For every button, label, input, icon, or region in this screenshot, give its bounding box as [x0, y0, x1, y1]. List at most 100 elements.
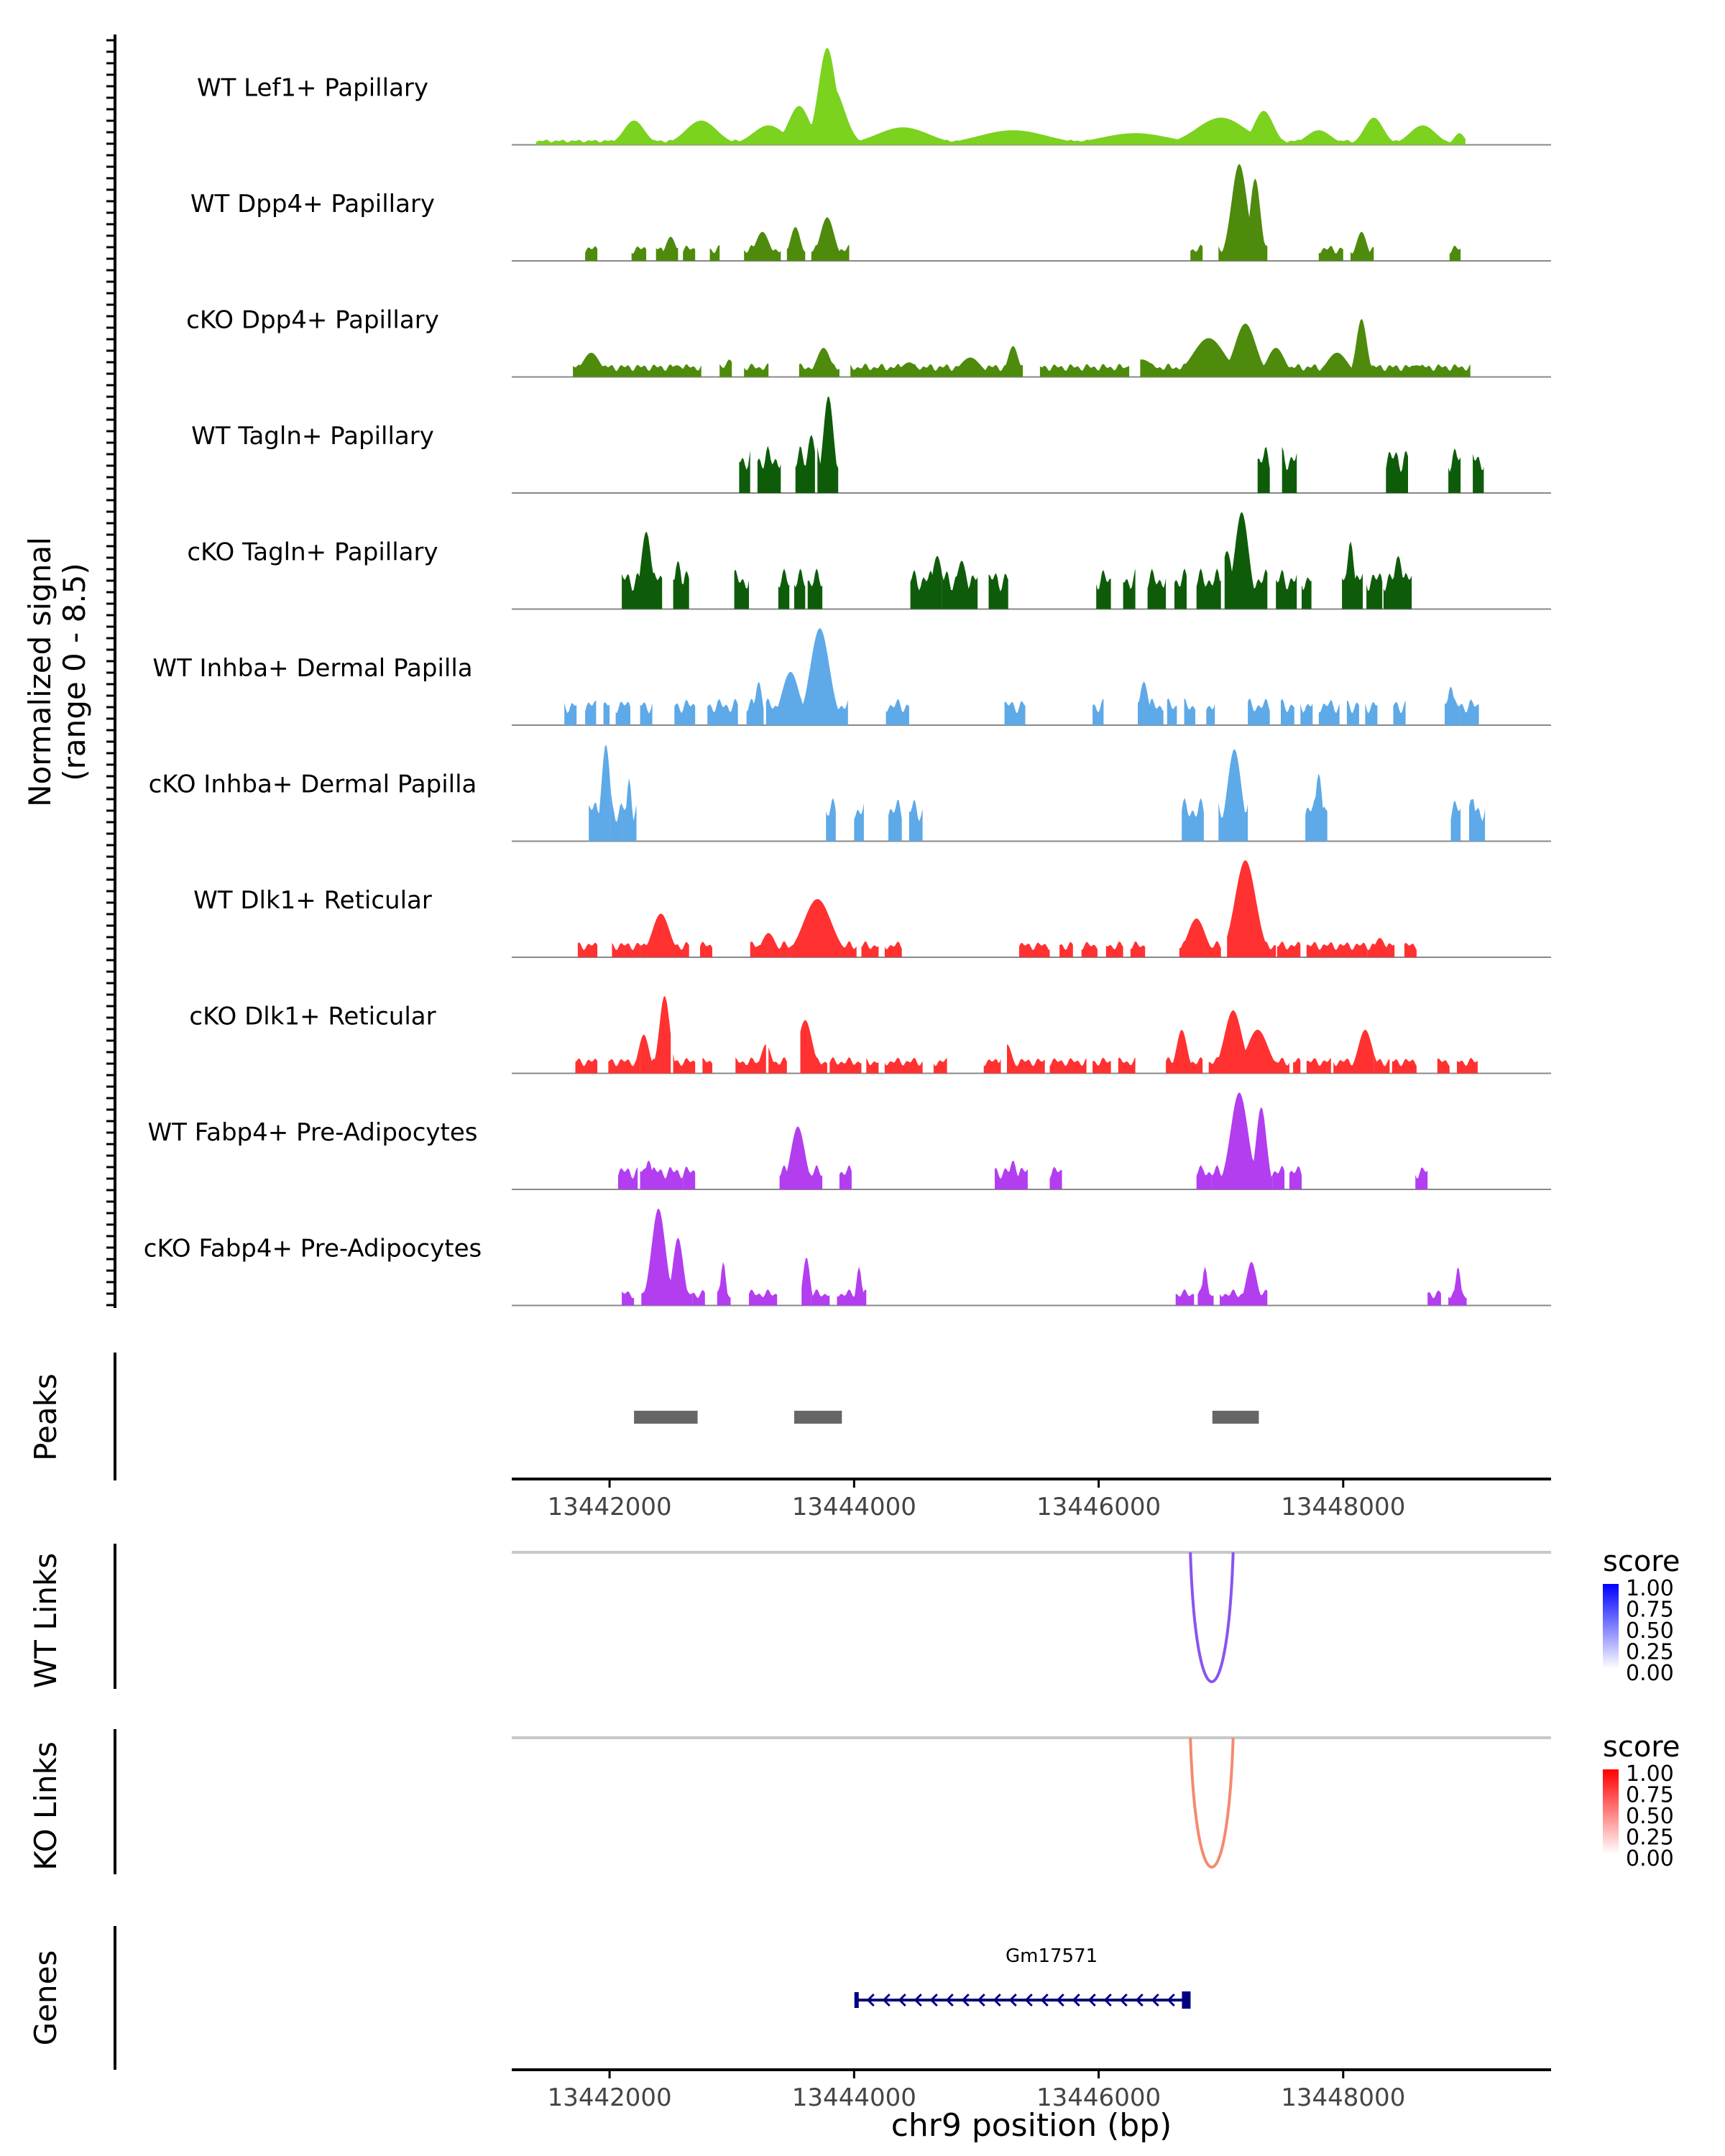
strand-arrow [1167, 1993, 1175, 2007]
legend-label: 0.25 [1626, 1825, 1674, 1851]
coverage-area [1224, 512, 1268, 609]
legend-label: 0.00 [1626, 1661, 1674, 1686]
coverage-area [1437, 1058, 1450, 1074]
coverage-area [750, 933, 791, 957]
strand-arrow [1103, 1993, 1112, 2007]
coverage-area [1282, 446, 1297, 493]
coverage-area [1302, 577, 1312, 609]
coverage-area [717, 1262, 731, 1306]
strand-arrow [993, 1993, 1001, 2007]
coverage-area [603, 701, 610, 725]
peak-region [634, 1411, 698, 1424]
strand-arrow [866, 1993, 875, 2007]
coverage-area [1366, 573, 1383, 609]
coverage-area [1281, 699, 1294, 725]
coverage-area [1049, 1166, 1062, 1189]
coverage-area [702, 1057, 712, 1074]
coverage-area [1305, 773, 1328, 842]
coverage-y-axis [106, 34, 116, 1308]
x-tick-label-top: 13448000 [1281, 1493, 1405, 1521]
coverage-area [1166, 1029, 1203, 1074]
x-axis-top: 13442000 13444000 13446000 13448000 [512, 1478, 1551, 1521]
legend-label: 0.75 [1626, 1598, 1674, 1623]
x-tick-label-bottom: 13446000 [1036, 2083, 1161, 2112]
coverage-area [1449, 246, 1461, 261]
legend-label: 1.00 [1626, 1576, 1674, 1601]
coverage-area [1174, 568, 1187, 609]
strand-arrow [1008, 1993, 1017, 2007]
coverage-area [585, 246, 598, 261]
coverage-area [800, 1020, 827, 1074]
strand-arrow [882, 1993, 891, 2007]
coverage-area [1167, 698, 1177, 725]
strand-arrow [961, 1993, 970, 2007]
coverage-area [1450, 801, 1461, 842]
coverage-area [612, 943, 640, 957]
coverage-area [768, 1047, 787, 1074]
coverage-area [1092, 699, 1104, 725]
coverage-area [811, 217, 850, 261]
x-tick-label-top: 13444000 [792, 1493, 916, 1521]
coverage-area [988, 573, 1008, 609]
link-arc [1189, 1737, 1235, 1869]
coverage-area [744, 363, 769, 377]
coverage-area [861, 941, 879, 957]
coverage-area [1365, 702, 1378, 725]
coverage-area [1096, 570, 1111, 609]
coverage-area [1289, 1166, 1302, 1189]
coverage-area [564, 702, 577, 725]
strand-arrow [929, 1993, 938, 2007]
coverage-area [817, 397, 839, 493]
track-label: WT Dlk1+ Reticular [193, 886, 432, 915]
peaks-track: Peaks [28, 1353, 1259, 1480]
coverage-area [683, 246, 696, 261]
coverage-track: cKO Inhba+ Dermal Papilla [149, 745, 1551, 842]
coverage-area [1019, 942, 1050, 957]
coverage-area [854, 803, 864, 842]
coverage-area [1059, 942, 1073, 957]
coverage-area [1138, 681, 1164, 725]
coverage-area [884, 1057, 923, 1074]
coverage-track: WT Fabp4+ Pre-Adipocytes [148, 1092, 1551, 1190]
coverage-area [631, 246, 647, 261]
coverage-area [765, 628, 848, 725]
legend-label: 0.25 [1626, 1640, 1674, 1665]
coverage-area [739, 450, 750, 493]
coverage-area [656, 236, 678, 261]
coverage-area [1374, 1053, 1390, 1074]
coverage-area [1220, 1263, 1251, 1306]
coverage-area [829, 1057, 862, 1074]
coverage-area [757, 446, 781, 493]
coverage-area [799, 348, 840, 377]
coverage-area [1218, 164, 1268, 261]
coverage-area [1118, 1057, 1136, 1074]
coverage-area [910, 556, 942, 609]
coverage-area [1196, 568, 1221, 609]
genes-track: Genes Gm17571 [28, 1926, 1191, 2070]
track-label: cKO Dpp4+ Papillary [186, 306, 439, 335]
coverage-area [1175, 1289, 1195, 1306]
coverage-track: cKO Fabp4+ Pre-Adipocytes [144, 1208, 1551, 1307]
gene-name: Gm17571 [1006, 1945, 1098, 1967]
coverage-area [589, 745, 610, 842]
coverage-area [933, 1058, 947, 1074]
coverage-axis-range-label: (range 0 - 8.5) [57, 563, 92, 781]
coverage-area [1227, 860, 1276, 957]
coverage-area [1469, 799, 1486, 842]
coverage-area [807, 568, 823, 609]
coverage-area [610, 773, 622, 842]
coverage-area [735, 1044, 766, 1074]
link-arc [1189, 1552, 1235, 1683]
coverage-area [839, 1165, 852, 1189]
coverage-area [1448, 1267, 1467, 1306]
coverage-area [1293, 1058, 1301, 1074]
coverage-area [700, 941, 712, 957]
coverage-area [1123, 568, 1136, 609]
coverage-area [575, 1059, 598, 1074]
track-label: WT Inhba+ Dermal Papilla [152, 654, 472, 683]
coverage-area [744, 231, 781, 261]
coverage-area [622, 1291, 635, 1306]
strand-arrow [977, 1993, 985, 2007]
